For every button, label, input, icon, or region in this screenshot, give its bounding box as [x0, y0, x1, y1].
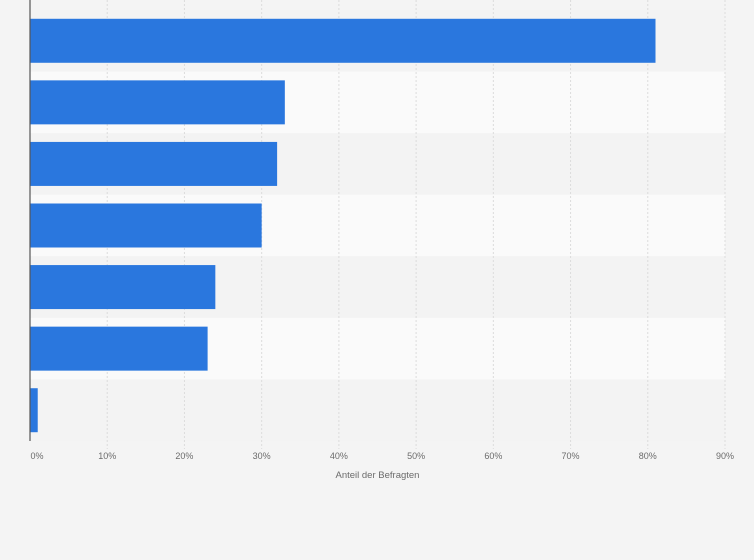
bar[interactable] [30, 203, 262, 248]
bar[interactable] [30, 141, 278, 186]
x-tick-label: 0% [30, 451, 43, 461]
x-tick-label: 20% [175, 451, 193, 461]
bar[interactable] [30, 265, 216, 310]
x-tick-label: 50% [407, 451, 425, 461]
x-tick-label: 40% [330, 451, 348, 461]
x-tick-label: 60% [484, 451, 502, 461]
bars [30, 18, 656, 433]
x-axis-title: Anteil der Befragten [336, 470, 420, 481]
bar[interactable] [30, 18, 656, 63]
bar[interactable] [30, 326, 208, 371]
x-tick-label: 30% [253, 451, 271, 461]
x-axis-ticks: 0% 10% 20% 30% 40% 50% 60% 70% 80% 90% [30, 451, 734, 461]
row-band [30, 379, 725, 441]
x-tick-label: 10% [98, 451, 116, 461]
bar[interactable] [30, 388, 38, 433]
x-tick-label: 90% [716, 451, 734, 461]
x-tick-label: 70% [562, 451, 580, 461]
x-tick-label: 80% [639, 451, 657, 461]
bar[interactable] [30, 80, 285, 125]
